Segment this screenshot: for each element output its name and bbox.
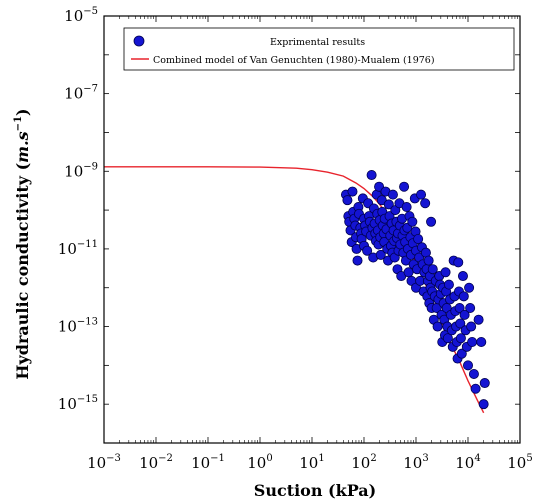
data-point xyxy=(399,181,410,192)
data-point xyxy=(352,255,363,266)
y-axis-title-unit: m.s xyxy=(13,131,32,163)
data-point xyxy=(470,383,481,394)
data-points-layer xyxy=(340,170,490,410)
x-tick-label: 105 xyxy=(507,453,532,472)
legend-label-experimental: Exprimental results xyxy=(270,37,365,48)
data-point xyxy=(413,233,424,244)
y-tick-label: 10−5 xyxy=(64,6,98,25)
data-point xyxy=(342,195,353,206)
data-point xyxy=(347,186,358,197)
x-tick-label: 100 xyxy=(247,453,272,472)
y-tick-label: 10−11 xyxy=(58,239,98,258)
x-tick-label: 10−1 xyxy=(191,453,225,472)
data-point xyxy=(453,257,464,268)
axis-ticks xyxy=(103,15,521,444)
x-axis-title: Suction (kPa) xyxy=(254,481,376,500)
data-point xyxy=(403,267,414,278)
y-axis-title-exp: −1 xyxy=(13,116,24,131)
data-point xyxy=(473,314,484,325)
y-axis-title: Hydraulic conductivity (m.s−1) xyxy=(13,108,32,379)
y-tick-label: 10−9 xyxy=(64,161,98,180)
plot-frame xyxy=(103,15,521,444)
y-axis-title-close: ) xyxy=(13,108,32,116)
x-tick-label: 101 xyxy=(299,453,324,472)
data-point xyxy=(466,321,477,332)
x-tick-label: 102 xyxy=(351,453,376,472)
legend-label-model: Combined model of Van Genuchten (1980)-M… xyxy=(153,55,435,66)
data-point xyxy=(479,378,490,389)
data-point xyxy=(442,333,453,344)
legend: Exprimental results Combined model of Va… xyxy=(123,27,515,71)
data-point xyxy=(420,198,431,209)
legend-marker-experimental xyxy=(133,35,145,47)
data-point xyxy=(456,348,467,359)
data-point xyxy=(454,303,465,314)
data-point xyxy=(407,216,418,227)
y-tick-label: 10−15 xyxy=(58,394,98,413)
data-point xyxy=(478,399,489,410)
y-tick-label: 10−7 xyxy=(64,84,98,103)
data-point xyxy=(458,291,469,302)
data-point xyxy=(455,318,466,329)
data-point xyxy=(459,309,470,320)
data-point xyxy=(455,333,466,344)
data-point xyxy=(366,170,377,181)
x-tick-label: 104 xyxy=(455,453,480,472)
data-point xyxy=(387,189,398,200)
data-point xyxy=(362,245,373,256)
data-point xyxy=(467,336,478,347)
data-point xyxy=(423,255,434,266)
y-tick-label: 10−13 xyxy=(58,317,98,336)
data-point xyxy=(440,267,451,278)
y-axis-title-main: Hydraulic conductivity ( xyxy=(13,163,32,380)
data-point xyxy=(401,202,412,213)
data-point xyxy=(426,216,437,227)
data-point xyxy=(476,336,487,347)
data-point xyxy=(443,279,454,290)
data-point xyxy=(465,303,476,314)
data-point xyxy=(375,249,386,260)
data-point xyxy=(468,368,479,379)
x-tick-label: 10−2 xyxy=(139,453,173,472)
data-point xyxy=(383,199,394,210)
data-point xyxy=(464,282,475,293)
legend-box xyxy=(123,27,515,71)
data-point xyxy=(416,189,427,200)
data-point xyxy=(457,271,468,282)
data-point xyxy=(462,360,473,371)
data-point xyxy=(427,264,438,275)
y-tick-labels: 10−15 10−13 10−11 10−9 10−7 10−5 xyxy=(58,6,98,413)
x-tick-label: 10−3 xyxy=(87,453,121,472)
data-point xyxy=(432,321,443,332)
x-tick-labels: 10−3 10−2 10−1 100 101 102 103 104 105 xyxy=(87,453,533,472)
x-tick-label: 103 xyxy=(403,453,428,472)
